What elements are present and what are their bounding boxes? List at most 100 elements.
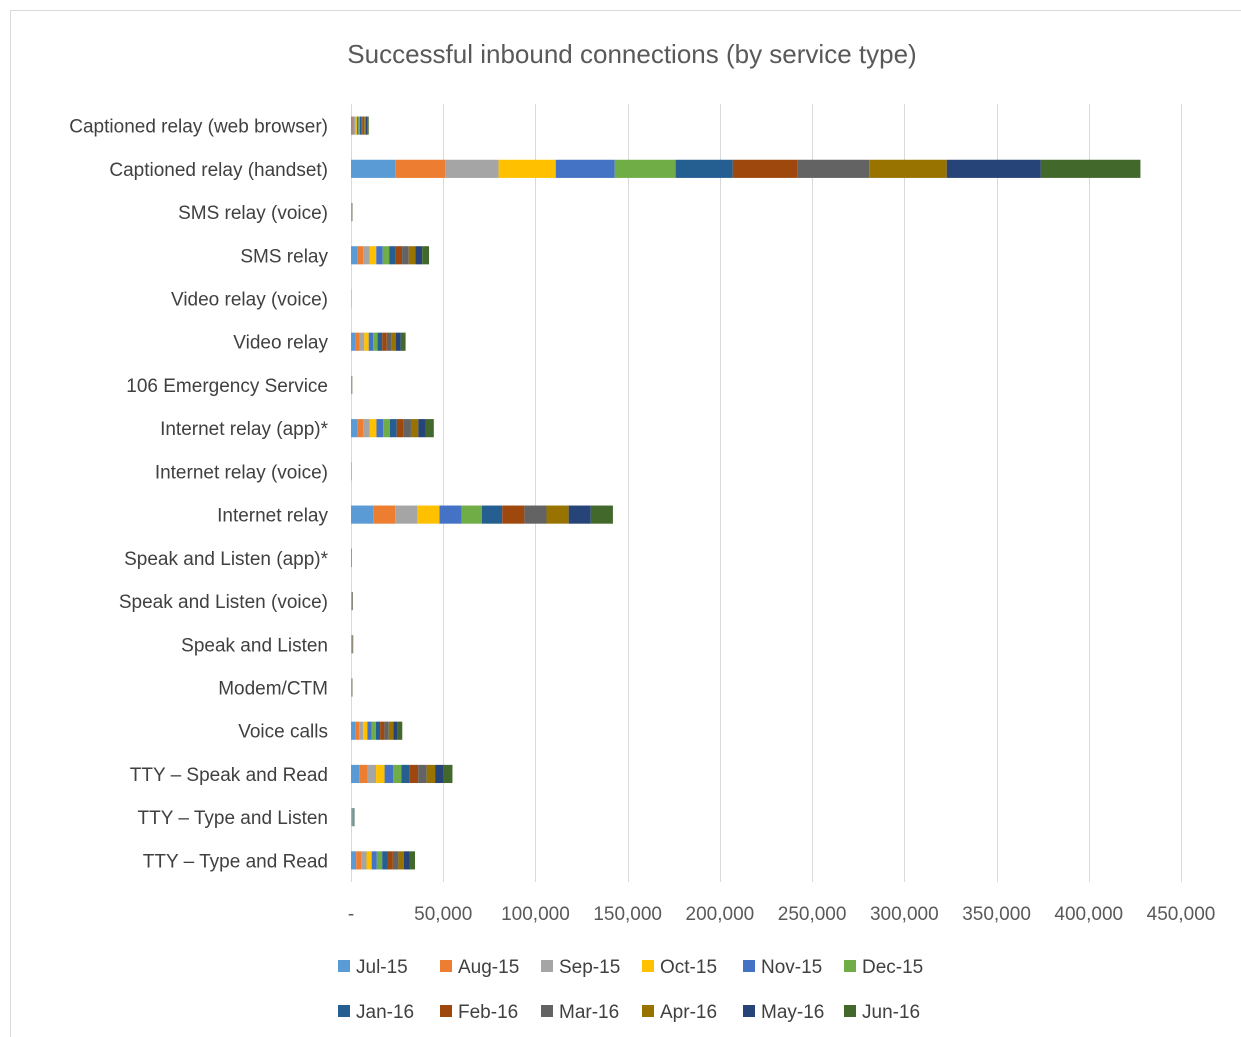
bar-sms-relay-apr-16 bbox=[408, 246, 416, 265]
x-tick-label: 350,000 bbox=[962, 904, 1031, 925]
bar-captioned-relay-web-browser-jun-16 bbox=[367, 116, 369, 135]
bar-video-relay-mar-16 bbox=[386, 332, 392, 351]
legend: Jul-15 Aug-15 Sep-15 Oct-15 Nov-15 Dec-15 Jan-… bbox=[338, 957, 923, 1023]
bar-voice-calls-jul-15 bbox=[351, 721, 356, 740]
bar-voice-calls-sep-15 bbox=[359, 721, 364, 740]
bar-tty-speak-and-read-sep-15 bbox=[367, 764, 377, 784]
bar-captioned-relay-web-browser-jan-16 bbox=[359, 116, 362, 135]
category-label: Internet relay (app)* bbox=[160, 419, 329, 440]
bar-captioned-relay-handset-feb-16 bbox=[732, 159, 798, 178]
legend-label-aug-15: Aug-15 bbox=[458, 957, 519, 978]
legend-swatch-aug-15 bbox=[440, 960, 452, 972]
bar-internet-relay-app-oct-15 bbox=[369, 419, 377, 438]
bar-tty-type-and-read-nov-15 bbox=[371, 851, 377, 870]
bar-captioned-relay-handset-nov-15 bbox=[555, 159, 615, 178]
bar-captioned-relay-handset-jul-15 bbox=[351, 159, 396, 178]
chart-frame bbox=[10, 10, 1241, 1037]
bar-sms-relay-oct-15 bbox=[369, 246, 377, 265]
bar-sms-relay-dec-15 bbox=[382, 246, 390, 265]
bar-captioned-relay-handset-jun-16 bbox=[1040, 159, 1141, 178]
bar-captioned-relay-web-browser-mar-16 bbox=[362, 116, 365, 135]
bar-tty-speak-and-read-jun-16 bbox=[443, 764, 453, 784]
category-label: Captioned relay (handset) bbox=[109, 160, 328, 181]
bars bbox=[351, 116, 1141, 870]
x-tick-label: 50,000 bbox=[414, 904, 472, 925]
category-labels: Captioned relay (web browser) Captioned r… bbox=[69, 117, 328, 873]
bar-voice-calls-may-16 bbox=[393, 721, 398, 740]
x-tick-label: 100,000 bbox=[501, 904, 570, 925]
legend-label-nov-15: Nov-15 bbox=[761, 957, 822, 978]
legend-label-dec-15: Dec-15 bbox=[862, 957, 923, 978]
legend-label-sep-15: Sep-15 bbox=[559, 957, 620, 978]
bar-sms-relay-jan-16 bbox=[389, 246, 396, 265]
bar-voice-calls-dec-15 bbox=[371, 721, 376, 740]
category-label: TTY – Type and Read bbox=[143, 851, 328, 872]
legend-label-may-16: May-16 bbox=[761, 1002, 824, 1023]
legend-swatch-sep-15 bbox=[541, 960, 553, 972]
bar-internet-relay-sep-15 bbox=[395, 505, 418, 524]
legend-label-feb-16: Feb-16 bbox=[458, 1002, 518, 1023]
category-label: Video relay (voice) bbox=[171, 290, 328, 311]
bar-video-relay-apr-16 bbox=[391, 332, 397, 351]
bar-captioned-relay-web-browser-feb-16 bbox=[361, 116, 363, 135]
bar-tty-speak-and-read-may-16 bbox=[435, 764, 444, 784]
bar-voice-calls-feb-16 bbox=[380, 721, 385, 740]
bar-captioned-relay-handset-apr-16 bbox=[869, 159, 947, 178]
category-label: Internet relay (voice) bbox=[155, 462, 328, 483]
gridlines bbox=[351, 104, 1182, 882]
bar-tty-speak-and-read-nov-15 bbox=[384, 764, 394, 784]
bar-voice-calls-nov-15 bbox=[367, 721, 372, 740]
legend-swatch-oct-15 bbox=[642, 960, 654, 972]
bar-internet-relay-app-apr-16 bbox=[410, 419, 419, 438]
category-label: SMS relay (voice) bbox=[178, 203, 328, 224]
bar-sms-relay-nov-15 bbox=[376, 246, 383, 265]
x-tick-labels: - 50,000 100,000 150,000 200,000 250,000 300,0… bbox=[348, 904, 1216, 925]
bar-internet-relay-jan-16 bbox=[481, 505, 503, 524]
bar-voice-calls-jun-16 bbox=[397, 721, 403, 740]
bar-video-relay-jun-16 bbox=[400, 332, 406, 351]
bar-sms-relay-jun-16 bbox=[422, 246, 430, 265]
x-tick-label: 400,000 bbox=[1054, 904, 1123, 925]
x-tick-label: 300,000 bbox=[870, 904, 939, 925]
bar-captioned-relay-handset-aug-15 bbox=[395, 159, 446, 178]
bar-captioned-relay-handset-oct-15 bbox=[498, 159, 556, 178]
bar-tty-type-and-read-aug-15 bbox=[356, 851, 362, 870]
bar-internet-relay-app-dec-15 bbox=[383, 419, 390, 438]
bar-captioned-relay-web-browser-may-16 bbox=[365, 116, 368, 135]
bar-sms-relay-aug-15 bbox=[357, 246, 364, 265]
bar-internet-relay-app-jan-16 bbox=[389, 419, 397, 438]
bar-internet-relay-dec-15 bbox=[461, 505, 482, 524]
legend-label-jul-15: Jul-15 bbox=[356, 957, 408, 978]
bar-captioned-relay-web-browser-aug-15 bbox=[352, 116, 354, 135]
bar-captioned-relay-handset-mar-16 bbox=[797, 159, 870, 178]
legend-swatch-dec-15 bbox=[844, 960, 856, 972]
bar-sms-relay-mar-16 bbox=[402, 246, 409, 265]
bar-internet-relay-jun-16 bbox=[590, 505, 613, 524]
bar-sms-relay-feb-16 bbox=[395, 246, 403, 265]
bar-tty-type-and-read-jul-15 bbox=[351, 851, 357, 870]
bar-internet-relay-mar-16 bbox=[524, 505, 547, 524]
legend-label-apr-16: Apr-16 bbox=[660, 1002, 717, 1023]
x-tick-label: 150,000 bbox=[593, 904, 662, 925]
category-label: Video relay bbox=[233, 333, 328, 354]
x-tick-label: 450,000 bbox=[1147, 904, 1216, 925]
bar-sms-relay-sep-15 bbox=[363, 246, 370, 265]
bar-tty-speak-and-read-dec-15 bbox=[393, 764, 402, 784]
bar-video-relay-dec-15 bbox=[373, 332, 378, 351]
bar-internet-relay-app-nov-15 bbox=[376, 419, 384, 438]
category-label: TTY – Speak and Read bbox=[130, 765, 328, 786]
x-tick-label: 200,000 bbox=[686, 904, 755, 925]
bar-tty-speak-and-read-mar-16 bbox=[418, 764, 427, 784]
bar-captioned-relay-web-browser-jul-15 bbox=[351, 116, 353, 135]
category-label: Speak and Listen (app)* bbox=[124, 549, 328, 570]
category-label: 106 Emergency Service bbox=[126, 376, 328, 397]
bar-internet-relay-app-may-16 bbox=[418, 419, 426, 438]
bar-internet-relay-feb-16 bbox=[502, 505, 525, 524]
bar-captioned-relay-web-browser-apr-16 bbox=[364, 116, 366, 135]
bar-internet-relay-oct-15 bbox=[417, 505, 440, 524]
bar-captioned-relay-web-browser-sep-15 bbox=[353, 116, 356, 135]
bar-voice-calls-aug-15 bbox=[355, 721, 360, 740]
bar-captioned-relay-web-browser-dec-15 bbox=[358, 116, 360, 135]
bar-tty-speak-and-read-oct-15 bbox=[376, 764, 385, 784]
